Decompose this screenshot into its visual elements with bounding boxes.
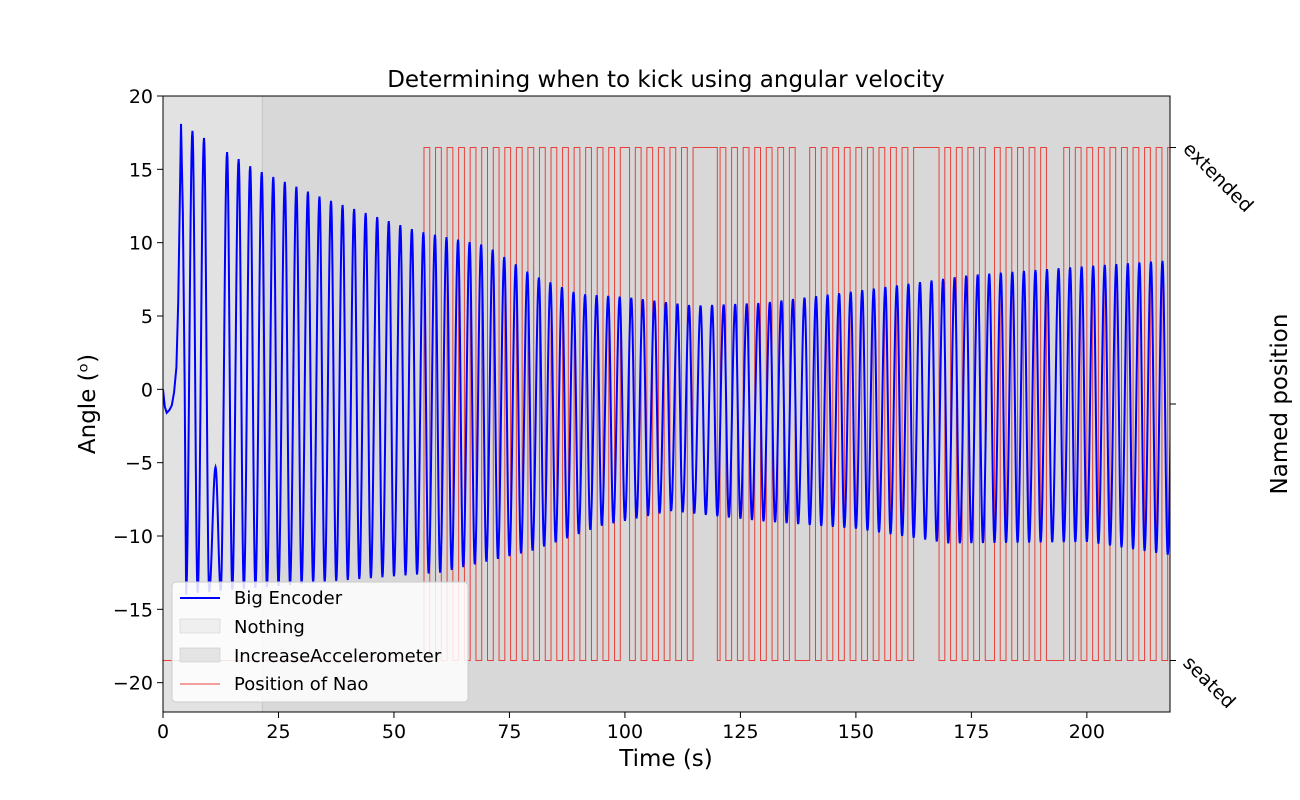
x-axis-ticks: 0 25 50 75 100 125 150 175 200 bbox=[157, 712, 1105, 743]
x-tick-label: 125 bbox=[722, 721, 758, 743]
legend-label-big-encoder: Big Encoder bbox=[234, 588, 343, 609]
legend-label-position-of-nao: Position of Nao bbox=[234, 674, 368, 695]
x-tick-label: 75 bbox=[497, 721, 521, 743]
legend-box bbox=[171, 581, 469, 703]
y-axis-ticks: 20 15 10 5 0 −5 −10 −15 −20 bbox=[113, 86, 163, 695]
y-tick-label: −20 bbox=[113, 673, 153, 695]
legend-swatch-nothing bbox=[179, 618, 221, 634]
y-tick-label: −15 bbox=[113, 599, 153, 621]
y-tick-label: 10 bbox=[129, 233, 153, 255]
right-tick-label: seated bbox=[1178, 652, 1239, 713]
right-axis-title: Named position bbox=[1267, 314, 1293, 495]
x-tick-label: 175 bbox=[953, 721, 989, 743]
x-axis-title: Time (s) bbox=[618, 746, 713, 772]
y-tick-label: −5 bbox=[125, 453, 153, 475]
x-tick-label: 200 bbox=[1069, 721, 1105, 743]
y-tick-label: 0 bbox=[141, 379, 153, 401]
x-tick-label: 50 bbox=[382, 721, 406, 743]
y-tick-label: 5 bbox=[141, 306, 153, 328]
legend-label-nothing: Nothing bbox=[234, 617, 305, 638]
y-axis-title: Angle (ᵒ) bbox=[75, 354, 101, 454]
right-axis-ticks: extended seated bbox=[1170, 138, 1257, 713]
chart-title: Determining when to kick using angular v… bbox=[387, 67, 945, 93]
series-line-big-encoder bbox=[163, 123, 1170, 595]
plot-series-group bbox=[163, 123, 1170, 661]
x-tick-label: 150 bbox=[838, 721, 874, 743]
legend-swatch-increase-accelerometer bbox=[179, 647, 221, 663]
y-tick-label: 20 bbox=[129, 86, 153, 108]
y-tick-label: −10 bbox=[113, 526, 153, 548]
x-tick-label: 0 bbox=[157, 721, 169, 743]
y-tick-label: 15 bbox=[129, 159, 153, 181]
legend-label-increase-accelerometer: IncreaseAccelerometer bbox=[234, 646, 442, 667]
legend: Big Encoder Nothing IncreaseAcceleromete… bbox=[171, 581, 469, 703]
x-tick-label: 25 bbox=[266, 721, 290, 743]
right-tick-label: extended bbox=[1178, 138, 1257, 217]
x-tick-label: 100 bbox=[607, 721, 643, 743]
